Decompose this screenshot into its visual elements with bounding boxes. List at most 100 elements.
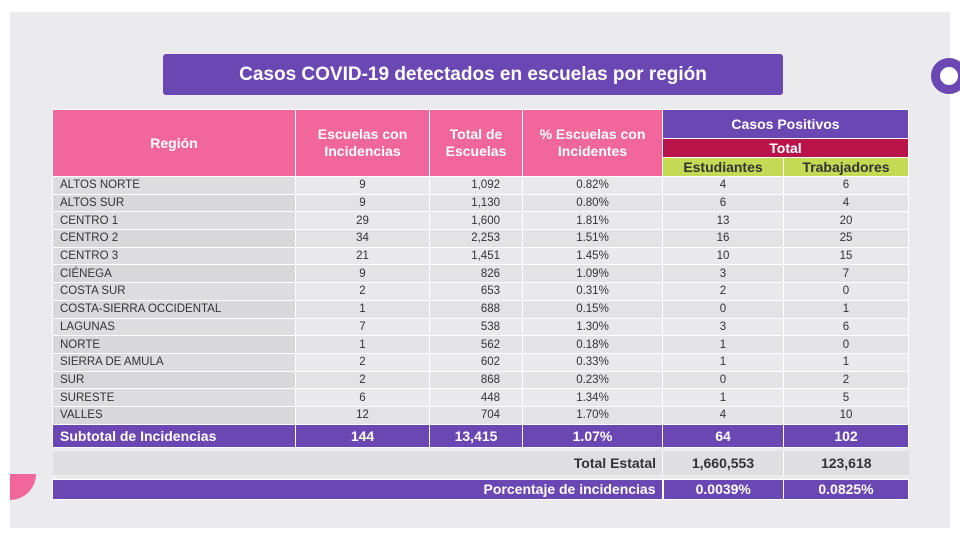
cell-porcentaje: 1.34% xyxy=(522,388,663,407)
cell-region: ALTOS SUR xyxy=(52,193,296,213)
total-estatal-trabajadores: 123,618 xyxy=(783,450,909,475)
cell-total-escuelas: 602 xyxy=(429,352,523,372)
cell-porcentaje: 1.51% xyxy=(522,229,663,248)
cell-porcentaje: 0.33% xyxy=(522,352,663,372)
cell-total-escuelas: 1,451 xyxy=(429,246,523,266)
total-estatal-estudiantes: 1,660,553 xyxy=(662,450,784,475)
table-row: VALLES 12 704 1.70% 4 10 xyxy=(52,405,909,425)
header-porcentaje-escuelas: % Escuelas con Incidentes xyxy=(522,109,663,177)
cell-porcentaje: 0.15% xyxy=(522,299,663,319)
cell-total-escuelas: 704 xyxy=(429,405,523,425)
table-row: SURESTE 6 448 1.34% 1 5 xyxy=(52,388,909,407)
cell-trabajadores: 6 xyxy=(783,317,909,337)
table-row: COSTA SUR 2 653 0.31% 2 0 xyxy=(52,282,909,301)
cell-total-escuelas: 562 xyxy=(429,335,523,354)
cell-total-escuelas: 1,130 xyxy=(429,193,523,213)
cell-porcentaje: 1.81% xyxy=(522,211,663,231)
porcentaje-trabajadores: 0.0825% xyxy=(783,478,909,500)
cell-escuelas: 21 xyxy=(295,246,430,266)
header-total: Total xyxy=(662,138,909,158)
header-estudiantes: Estudiantes xyxy=(662,157,784,177)
cell-trabajadores: 5 xyxy=(783,388,909,407)
table-row: ALTOS NORTE 9 1,092 0.82% 4 6 xyxy=(52,176,909,195)
header-casos-positivos: Casos Positivos xyxy=(662,109,909,139)
table-row: COSTA-SIERRA OCCIDENTAL 1 688 0.15% 0 1 xyxy=(52,299,909,319)
cell-escuelas: 29 xyxy=(295,211,430,231)
cell-region: SIERRA DE AMULA xyxy=(52,352,296,372)
porcentaje-label: Porcentaje de incidencias xyxy=(52,478,664,500)
cell-estudiantes: 4 xyxy=(662,176,784,195)
table-row: SUR 2 868 0.23% 0 2 xyxy=(52,370,909,390)
table-row: CIÉNEGA 9 826 1.09% 3 7 xyxy=(52,264,909,284)
cell-escuelas: 1 xyxy=(295,335,430,354)
cell-region: NORTE xyxy=(52,335,296,354)
cell-trabajadores: 15 xyxy=(783,246,909,266)
cell-estudiantes: 16 xyxy=(662,229,784,248)
cell-porcentaje: 0.31% xyxy=(522,282,663,301)
cell-trabajadores: 4 xyxy=(783,193,909,213)
total-estatal-row: Total Estatal 1,660,553 123,618 xyxy=(52,450,909,475)
cell-escuelas: 1 xyxy=(295,299,430,319)
header-region: Región xyxy=(52,109,296,177)
cell-trabajadores: 1 xyxy=(783,299,909,319)
cell-region: LAGUNAS xyxy=(52,317,296,337)
table-row: SIERRA DE AMULA 2 602 0.33% 1 1 xyxy=(52,352,909,372)
cell-estudiantes: 6 xyxy=(662,193,784,213)
cell-region: SUR xyxy=(52,370,296,390)
cell-total-escuelas: 653 xyxy=(429,282,523,301)
cell-total-escuelas: 1,600 xyxy=(429,211,523,231)
cases-table: Región Escuelas con Incidencias Total de… xyxy=(52,109,909,500)
cell-estudiantes: 1 xyxy=(662,335,784,354)
subtotal-porcentaje: 1.07% xyxy=(522,423,663,448)
cell-porcentaje: 0.80% xyxy=(522,193,663,213)
cell-estudiantes: 10 xyxy=(662,246,784,266)
cell-region: SURESTE xyxy=(52,388,296,407)
cell-estudiantes: 3 xyxy=(662,264,784,284)
header-total-escuelas: Total de Escuelas xyxy=(429,109,523,177)
subtotal-label: Subtotal de Incidencias xyxy=(52,423,296,448)
table-row: LAGUNAS 7 538 1.30% 3 6 xyxy=(52,317,909,337)
cell-trabajadores: 7 xyxy=(783,264,909,284)
cell-total-escuelas: 538 xyxy=(429,317,523,337)
cell-porcentaje: 1.45% xyxy=(522,246,663,266)
cell-total-escuelas: 868 xyxy=(429,370,523,390)
subtotal-estudiantes: 64 xyxy=(662,423,784,448)
cell-porcentaje: 1.70% xyxy=(522,405,663,425)
cell-escuelas: 2 xyxy=(295,352,430,372)
cell-estudiantes: 4 xyxy=(662,405,784,425)
cell-escuelas: 9 xyxy=(295,264,430,284)
cell-region: CENTRO 1 xyxy=(52,211,296,231)
cell-escuelas: 12 xyxy=(295,405,430,425)
cell-region: COSTA SUR xyxy=(52,282,296,301)
subtotal-escuelas: 144 xyxy=(295,423,430,448)
cell-escuelas: 6 xyxy=(295,388,430,407)
cell-estudiantes: 1 xyxy=(662,388,784,407)
cell-total-escuelas: 1,092 xyxy=(429,176,523,195)
cell-escuelas: 9 xyxy=(295,176,430,195)
cell-trabajadores: 1 xyxy=(783,352,909,372)
porcentaje-row: Porcentaje de incidencias 0.0039% 0.0825… xyxy=(52,478,909,500)
total-estatal-label: Total Estatal xyxy=(52,450,663,475)
cell-porcentaje: 0.23% xyxy=(522,370,663,390)
cell-trabajadores: 6 xyxy=(783,176,909,195)
cell-escuelas: 9 xyxy=(295,193,430,213)
cell-trabajadores: 0 xyxy=(783,282,909,301)
cell-porcentaje: 1.30% xyxy=(522,317,663,337)
cell-porcentaje: 0.18% xyxy=(522,335,663,354)
cell-porcentaje: 0.82% xyxy=(522,176,663,195)
cell-trabajadores: 20 xyxy=(783,211,909,231)
spacer xyxy=(52,447,909,451)
cell-total-escuelas: 688 xyxy=(429,299,523,319)
cell-estudiantes: 0 xyxy=(662,370,784,390)
cell-region: CENTRO 3 xyxy=(52,246,296,266)
cell-total-escuelas: 448 xyxy=(429,388,523,407)
cell-trabajadores: 0 xyxy=(783,335,909,354)
page-title-text: Casos COVID-19 detectados en escuelas po… xyxy=(239,63,707,85)
cell-region: CENTRO 2 xyxy=(52,229,296,248)
cell-escuelas: 7 xyxy=(295,317,430,337)
cell-escuelas: 34 xyxy=(295,229,430,248)
header-trabajadores: Trabajadores xyxy=(783,157,909,177)
table-row: NORTE 1 562 0.18% 1 0 xyxy=(52,335,909,354)
cell-trabajadores: 2 xyxy=(783,370,909,390)
subtotal-trabajadores: 102 xyxy=(783,423,909,448)
